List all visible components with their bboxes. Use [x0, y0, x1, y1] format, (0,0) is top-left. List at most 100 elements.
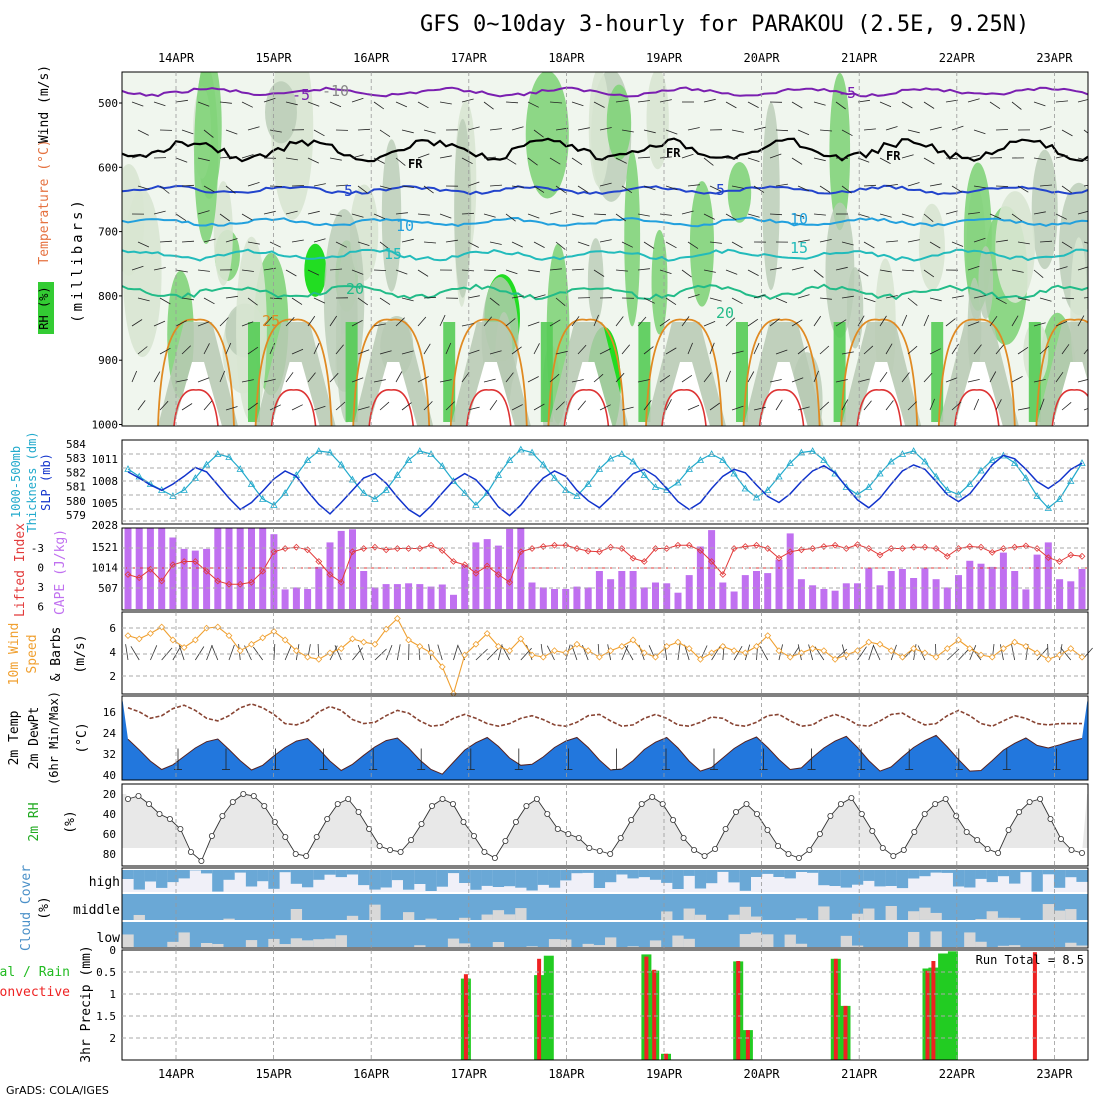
precip-label-convective: Convective — [0, 985, 70, 1000]
wind-barb — [313, 183, 326, 187]
cloud-high-bar — [515, 870, 527, 888]
isotherm-line — [122, 86, 1088, 98]
wind-barb — [797, 294, 810, 299]
wind-barb — [291, 404, 303, 411]
isotherm-line — [122, 216, 1088, 228]
cloud-gap-bar — [975, 919, 987, 921]
cloud-high-bar — [1042, 870, 1055, 875]
thickness-point — [865, 483, 873, 490]
rh-point — [649, 794, 656, 801]
wind-barb — [175, 99, 188, 103]
wind-barb — [241, 269, 254, 272]
wind-barb — [901, 101, 913, 109]
wind-barb — [555, 127, 568, 131]
thickness-tick-label: 583 — [66, 452, 86, 465]
rh-point — [282, 834, 289, 841]
cloud-high-bar — [784, 870, 796, 879]
cloud-high-bar — [212, 870, 224, 892]
cloud-gap-bar — [1053, 910, 1066, 920]
cloud-high-bar — [133, 870, 145, 890]
wind-barb — [335, 344, 344, 355]
rh-point — [607, 851, 614, 858]
rh-dry-core — [271, 362, 320, 426]
rh-tick-label: 40 — [103, 808, 116, 821]
rh-point — [261, 803, 268, 810]
panel-frame-sfc — [121, 439, 1089, 525]
wind-barb — [725, 213, 737, 221]
cape-bar — [337, 530, 345, 609]
wind-barb — [269, 342, 276, 355]
li-point — [315, 558, 323, 565]
wind-barb — [709, 402, 721, 411]
thickness-point — [921, 457, 929, 465]
cloud-high-bar — [829, 870, 841, 886]
cloud-gap-bar — [414, 945, 426, 947]
wind-barb — [153, 210, 166, 215]
thickness-point — [696, 456, 705, 463]
precip-label-axis: 3hr Precip (mm) — [79, 945, 94, 1062]
cloud-high-bar — [728, 870, 740, 883]
cloud-gap-bar — [851, 945, 864, 947]
wind-barb — [527, 157, 538, 166]
precip-convective-bar — [463, 974, 468, 1060]
rh-legend-swatch — [38, 282, 54, 334]
cloud-high-bar — [414, 870, 426, 884]
wind-barb — [445, 239, 458, 243]
wind-tick-label: 2 — [109, 670, 116, 683]
li-point — [349, 548, 356, 556]
wind-barb — [731, 241, 743, 249]
wind-barb — [203, 185, 215, 193]
wind-barb — [505, 269, 518, 275]
wind-barb — [769, 153, 782, 159]
wind-barb — [907, 239, 920, 243]
wind-speed-point — [225, 632, 233, 640]
cape-bar — [539, 587, 547, 609]
wind-barb — [637, 156, 651, 159]
wind-speed-point — [1033, 649, 1041, 657]
wind-barb — [131, 319, 143, 327]
li-point — [1056, 558, 1063, 565]
wind-barb — [351, 377, 364, 383]
wind-barb — [967, 98, 980, 103]
wind-barb-10m — [150, 645, 158, 661]
wind-barb — [203, 400, 213, 411]
cape-bar — [1044, 542, 1052, 609]
rh-point — [596, 848, 603, 855]
wind-barb — [159, 400, 169, 411]
cape-bar — [1011, 571, 1019, 609]
wind-barb-10m — [178, 644, 185, 661]
wind-barb — [731, 297, 743, 305]
wind-barb — [445, 342, 452, 355]
contour-label: -10 — [322, 82, 349, 100]
wind-barb — [263, 97, 276, 103]
wind-barb — [159, 347, 171, 355]
cape-bar — [696, 546, 704, 609]
cape-bar — [461, 564, 469, 609]
wind-barb — [241, 101, 253, 108]
wind-barb — [1039, 184, 1053, 187]
rh-point — [156, 811, 163, 818]
wind-barb — [461, 323, 474, 327]
li-point — [461, 561, 469, 569]
cloud-gap-bar — [1009, 917, 1021, 921]
cloud-gap-bar — [661, 911, 673, 921]
rh-point — [145, 801, 152, 808]
li-point — [248, 578, 255, 586]
wind-speed-point — [494, 643, 502, 650]
wind-speed-point — [169, 636, 177, 644]
wind-barb — [973, 129, 986, 135]
wind-barb — [181, 129, 194, 135]
cloud-gap-bar — [908, 911, 920, 921]
rh-bottom-mask — [122, 848, 1088, 866]
wind-barb — [857, 157, 870, 163]
date-label-bottom: 18APR — [548, 1067, 585, 1081]
wind-barb — [423, 129, 436, 134]
li-point — [584, 547, 592, 555]
cape-bar — [483, 539, 491, 609]
cloud-row-bg — [122, 922, 1088, 947]
cloud-gap-bar — [649, 940, 662, 948]
precip-total-bar — [938, 953, 949, 1060]
wind-barb — [219, 370, 226, 383]
cloud-gap-bar — [1065, 909, 1077, 920]
wind-barb — [615, 100, 628, 103]
